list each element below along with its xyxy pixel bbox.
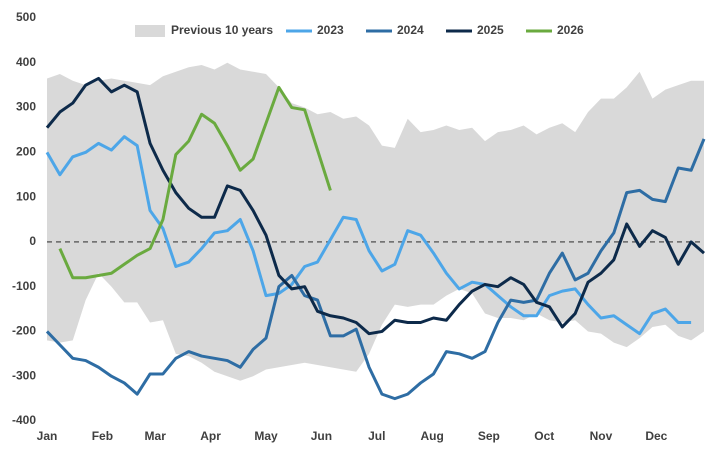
legend-swatch	[135, 25, 165, 37]
y-tick-label: -200	[12, 324, 36, 338]
y-tick-label: -300	[12, 368, 36, 382]
x-tick-label: Feb	[92, 429, 113, 443]
y-tick-label: -400	[12, 413, 36, 427]
x-tick-label: Sep	[478, 429, 500, 443]
range-band	[47, 62, 704, 381]
y-tick-label: 300	[16, 100, 36, 114]
y-tick-label: 200	[16, 145, 36, 159]
y-tick-label: 0	[29, 234, 36, 248]
legend-label: 2025	[477, 23, 504, 37]
series-line	[58, 85, 332, 280]
legend-label: 2026	[557, 23, 584, 37]
legend-label: 2024	[397, 23, 424, 37]
x-tick-label: May	[254, 429, 278, 443]
series-line	[45, 135, 692, 336]
y-tick-label: 400	[16, 55, 36, 69]
y-tick-label: 500	[16, 10, 36, 24]
y-tick-label: -100	[12, 279, 36, 293]
legend-label: 2023	[317, 23, 344, 37]
series-line	[45, 76, 705, 336]
x-tick-label: Jul	[368, 429, 385, 443]
x-tick-label: Apr	[200, 429, 221, 443]
x-tick-label: Mar	[145, 429, 167, 443]
series-line	[45, 138, 706, 401]
x-tick-label: Jan	[37, 429, 58, 443]
x-tick-label: Oct	[534, 429, 554, 443]
y-tick-label: 100	[16, 189, 36, 203]
x-tick-label: Aug	[421, 429, 444, 443]
x-tick-label: Nov	[590, 429, 613, 443]
x-tick-label: Jun	[311, 429, 332, 443]
legend-label: Previous 10 years	[171, 23, 273, 37]
x-tick-label: Dec	[645, 429, 667, 443]
